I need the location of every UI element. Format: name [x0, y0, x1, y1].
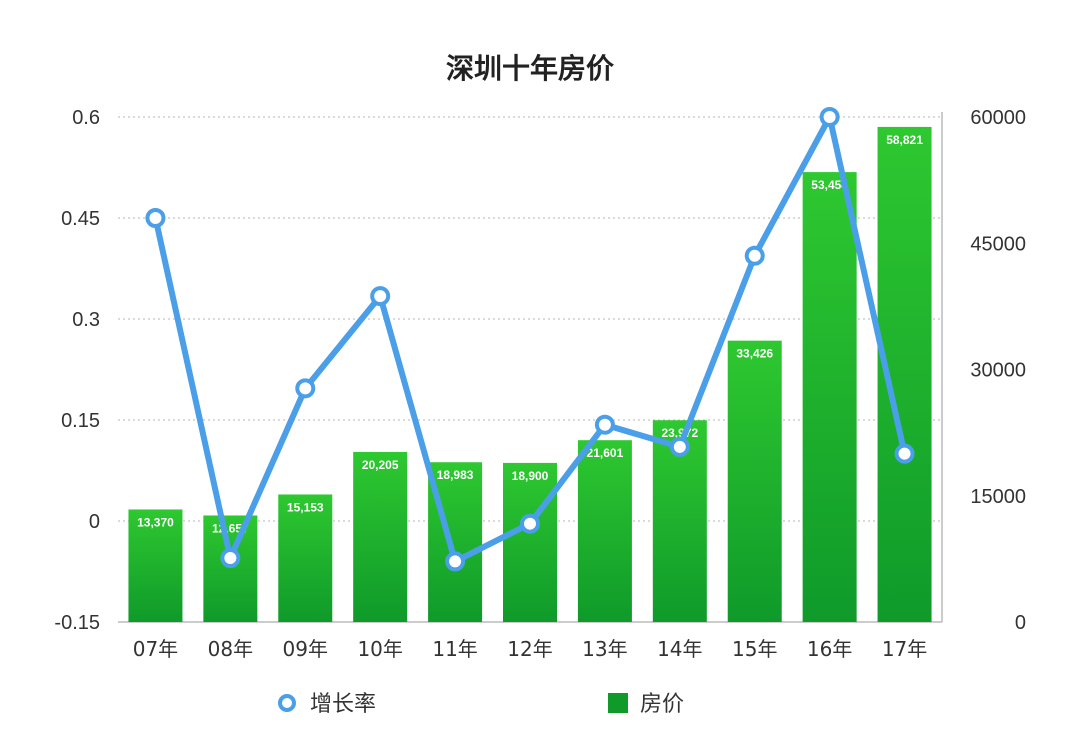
bar — [503, 462, 557, 622]
left-tick-label: -0.15 — [54, 612, 100, 634]
left-tick-label: 0.15 — [61, 410, 100, 432]
right-tick-label: 60000 — [970, 107, 1026, 129]
right-tick-label: 15000 — [970, 486, 1026, 508]
chart-title: 深圳十年房价 — [446, 52, 615, 85]
x-tick-label: 15年 — [732, 637, 777, 661]
x-tick-label: 17年 — [882, 637, 927, 661]
bar — [203, 515, 258, 622]
x-tick-label: 07年 — [133, 637, 178, 661]
legend-label-growth: 增长率 — [310, 692, 376, 717]
x-tick-label: 08年 — [208, 637, 253, 661]
bar-value-label: 58,821 — [886, 133, 923, 147]
bar-value-label: 53,454 — [811, 178, 848, 192]
bar-value-label: 15,153 — [287, 500, 324, 514]
growth-point — [370, 286, 391, 307]
x-tick-label: 14年 — [657, 637, 702, 661]
growth-point — [145, 208, 166, 228]
bar — [128, 509, 183, 622]
growth-point — [894, 443, 915, 464]
right-tick-label: 0 — [1015, 612, 1026, 634]
x-tick-label: 12年 — [507, 637, 552, 661]
legend-bar-marker — [608, 693, 628, 713]
legend: 增长率 房价 — [278, 692, 684, 717]
bar — [577, 440, 632, 622]
x-tick-label: 10年 — [357, 637, 402, 661]
growth-line-series — [145, 107, 915, 572]
growth-point — [819, 107, 840, 127]
bar — [802, 172, 857, 622]
legend-label-price: 房价 — [640, 692, 684, 717]
bar-value-label: 18,983 — [437, 468, 474, 482]
growth-point — [744, 245, 765, 266]
growth-point — [220, 548, 241, 569]
bar-value-label: 21,601 — [587, 446, 624, 460]
right-tick-label: 45000 — [970, 233, 1026, 255]
growth-point — [669, 436, 690, 457]
left-tick-label: 0.6 — [72, 107, 100, 129]
x-tick-label: 13年 — [582, 637, 627, 661]
bar-value-label: 13,370 — [137, 515, 174, 529]
bar-value-label: 33,426 — [736, 347, 773, 361]
growth-point — [520, 513, 540, 534]
x-axis-ticks: 07年 08年 09年 10年 11年 12年 13年 14年 15年 16年 17年 — [133, 637, 928, 661]
bar — [727, 340, 782, 622]
left-tick-label: 0.3 — [72, 309, 100, 331]
legend-line-marker — [278, 694, 296, 712]
left-axis-ticks: 0.6 0.45 0.3 0.15 0 -0.15 — [54, 107, 100, 634]
x-tick-label: 11年 — [432, 637, 477, 661]
growth-point — [295, 378, 316, 399]
x-tick-label: 09年 — [283, 637, 328, 661]
x-tick-label: 16年 — [807, 637, 852, 661]
bar — [353, 451, 408, 622]
left-tick-label: 0 — [89, 511, 100, 533]
right-axis-ticks: 60000 45000 30000 15000 0 — [970, 107, 1026, 634]
bar-value-label: 20,205 — [362, 458, 399, 472]
left-tick-label: 0.45 — [61, 208, 100, 230]
bar-value-label: 18,900 — [512, 469, 549, 483]
growth-point — [594, 414, 615, 435]
bar-series — [128, 126, 932, 622]
bar — [278, 494, 333, 622]
growth-point — [445, 551, 466, 572]
right-tick-label: 30000 — [970, 360, 1026, 382]
